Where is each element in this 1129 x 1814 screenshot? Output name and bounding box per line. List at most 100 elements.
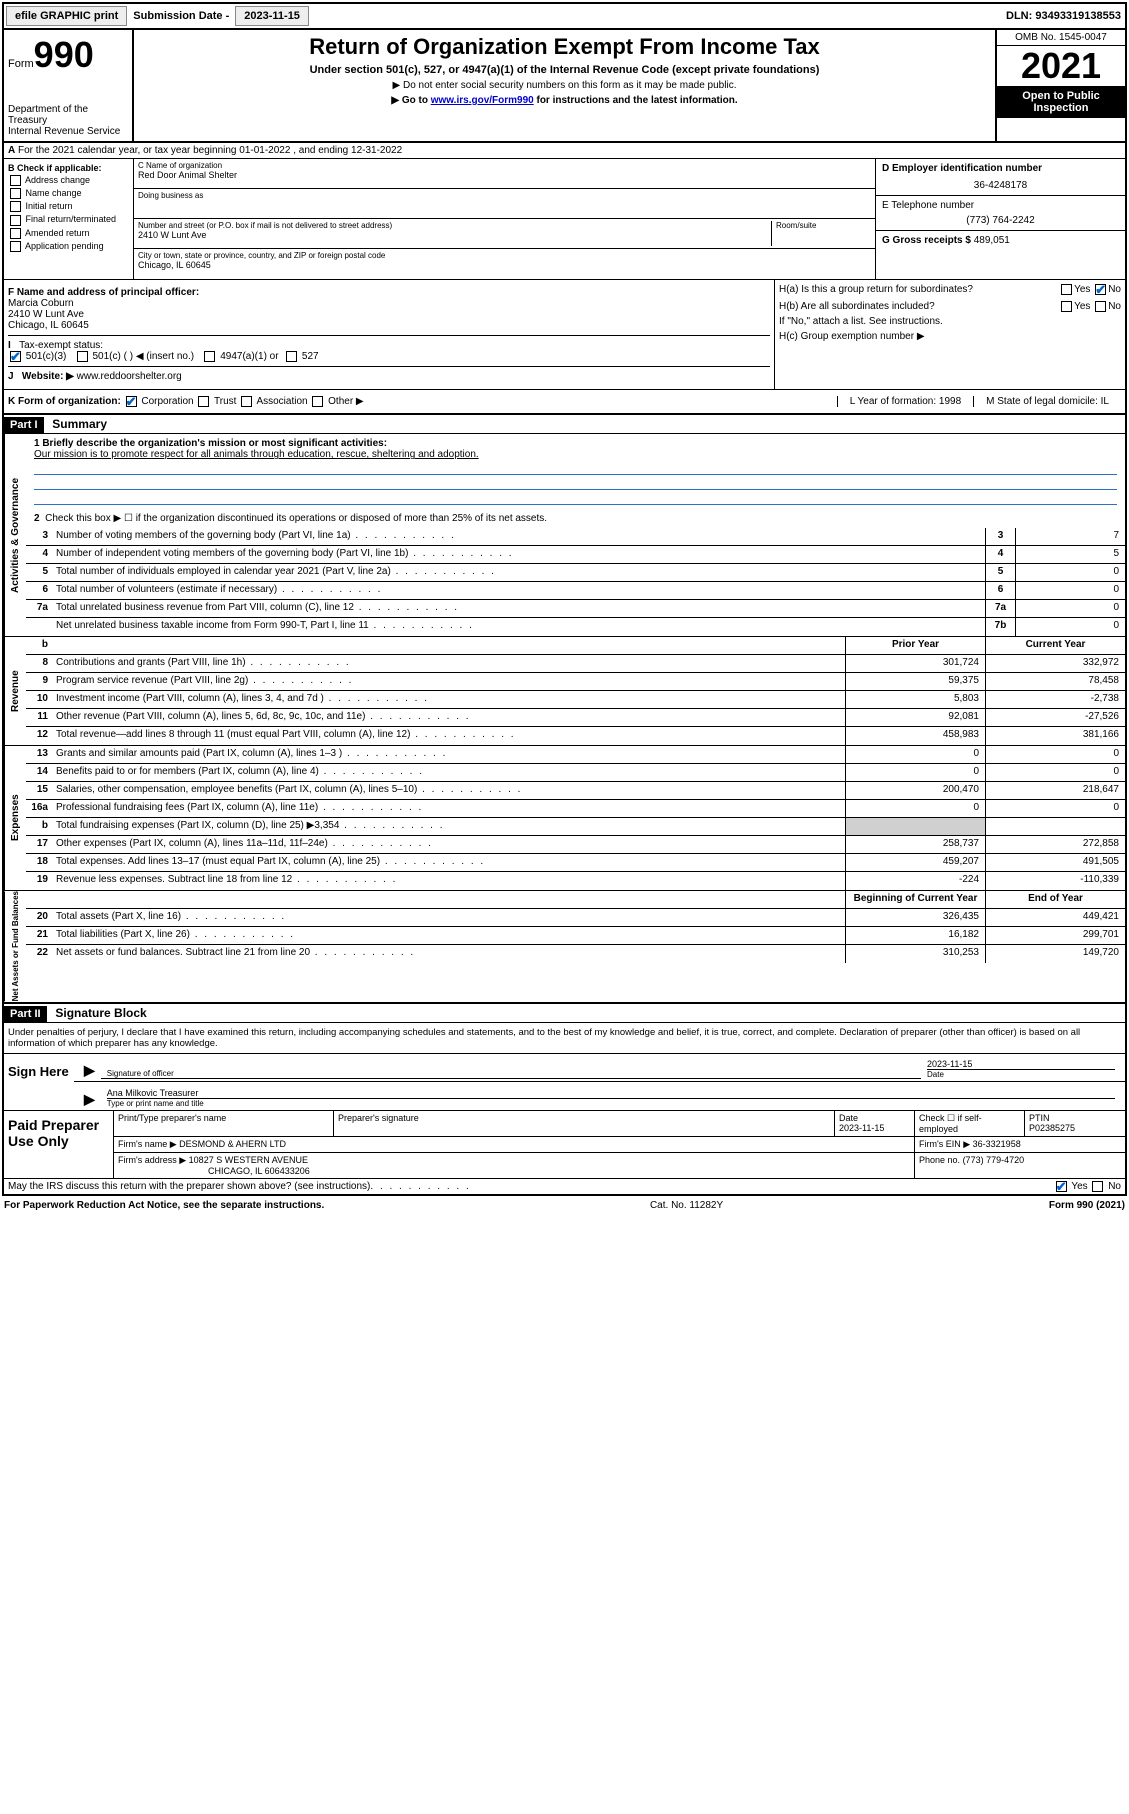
q2-text: Check this box ▶ ☐ if the organization d…: [45, 513, 547, 524]
hb-yes: Yes: [1074, 301, 1090, 312]
501c-label: 501(c) ( ) ◀ (insert no.): [92, 351, 194, 362]
tel-label: E Telephone number: [882, 200, 1119, 211]
prior-year-value: 458,983: [845, 727, 985, 745]
application-pending-label: Application pending: [25, 241, 104, 251]
form-subtitle: Under section 501(c), 527, or 4947(a)(1)…: [144, 64, 985, 76]
line-desc: Benefits paid to or for members (Part IX…: [52, 764, 845, 781]
tax-year-range: For the 2021 calendar year, or tax year …: [18, 145, 402, 156]
ha-yes-checkbox[interactable]: [1061, 284, 1072, 295]
discuss-no-checkbox[interactable]: [1092, 1181, 1103, 1192]
amended-return-checkbox[interactable]: [10, 228, 21, 239]
line-desc: Other expenses (Part IX, column (A), lin…: [52, 836, 845, 853]
line-value: 0: [1015, 564, 1125, 581]
form-word: Form: [8, 58, 34, 70]
tax-status-label: Tax-exempt status:: [19, 340, 103, 351]
discuss-yes: Yes: [1071, 1181, 1087, 1192]
final-return-checkbox[interactable]: [10, 215, 21, 226]
org-name: Red Door Animal Shelter: [138, 170, 871, 180]
paid-preparer-row: Paid Preparer Use Only Print/Type prepar…: [4, 1110, 1125, 1178]
line-desc: Total assets (Part X, line 16): [52, 909, 845, 926]
line-desc: Total revenue—add lines 8 through 11 (mu…: [52, 727, 845, 745]
trust-checkbox[interactable]: [198, 396, 209, 407]
4947-checkbox[interactable]: [204, 351, 215, 362]
efile-print-button[interactable]: efile GRAPHIC print: [6, 6, 127, 26]
discuss-yes-checkbox[interactable]: [1056, 1181, 1067, 1192]
prior-year-value: 310,253: [845, 945, 985, 963]
city-value: Chicago, IL 60645: [138, 260, 871, 270]
q1-label: 1 Briefly describe the organization's mi…: [34, 438, 387, 449]
assoc-checkbox[interactable]: [241, 396, 252, 407]
name-change-checkbox[interactable]: [10, 188, 21, 199]
summary-line: 10 Investment income (Part VIII, column …: [26, 691, 1125, 709]
line-desc: Total fundraising expenses (Part IX, col…: [52, 818, 845, 835]
summary-line: 9 Program service revenue (Part VIII, li…: [26, 673, 1125, 691]
submission-date-button[interactable]: 2023-11-15: [235, 6, 309, 26]
irs-form990-link[interactable]: www.irs.gov/Form990: [431, 95, 534, 106]
prior-year-value: 0: [845, 746, 985, 763]
sig-date: 2023-11-15: [927, 1059, 1115, 1069]
527-checkbox[interactable]: [286, 351, 297, 362]
line-boxnum: 5: [985, 564, 1015, 581]
dept-treasury: Department of the Treasury: [8, 104, 128, 126]
summary-line: 14 Benefits paid to or for members (Part…: [26, 764, 1125, 782]
discuss-no: No: [1108, 1181, 1121, 1192]
ha-no-checkbox[interactable]: [1095, 284, 1106, 295]
501c3-checkbox[interactable]: [10, 351, 21, 362]
firm-ein: 36-3321958: [973, 1139, 1021, 1149]
line-num: b: [26, 818, 52, 835]
line-num: 10: [26, 691, 52, 708]
501c3-label: 501(c)(3): [26, 351, 67, 362]
527-label: 527: [302, 351, 319, 362]
line-desc: Investment income (Part VIII, column (A)…: [52, 691, 845, 708]
vtab-governance: Activities & Governance: [4, 434, 26, 636]
hc-label: H(c) Group exemption number ▶: [779, 331, 1121, 342]
summary-line: 8 Contributions and grants (Part VIII, l…: [26, 655, 1125, 673]
summary-line: Net unrelated business taxable income fr…: [26, 618, 1125, 636]
irs-label: Internal Revenue Service: [8, 126, 128, 137]
form-990-number: 990: [34, 34, 94, 75]
discuss-row: May the IRS discuss this return with the…: [4, 1178, 1125, 1194]
address-change-checkbox[interactable]: [10, 175, 21, 186]
initial-return-checkbox[interactable]: [10, 201, 21, 212]
line-num: 21: [26, 927, 52, 944]
paid-preparer-label: Paid Preparer Use Only: [4, 1111, 114, 1178]
ha-no: No: [1108, 284, 1121, 295]
corp-checkbox[interactable]: [126, 396, 137, 407]
prior-year-value: 258,737: [845, 836, 985, 853]
end-year-header: End of Year: [985, 891, 1125, 908]
hb-no-checkbox[interactable]: [1095, 301, 1106, 312]
na-header: Beginning of Current Year End of Year: [26, 891, 1125, 909]
dots: [370, 1181, 470, 1192]
current-year-value: 0: [985, 800, 1125, 817]
line-value: 5: [1015, 546, 1125, 563]
ptin-value: P02385275: [1029, 1123, 1121, 1133]
tel-value: (773) 764-2242: [882, 215, 1119, 226]
governance-section: Activities & Governance 1 Briefly descri…: [4, 434, 1125, 636]
other-checkbox[interactable]: [312, 396, 323, 407]
line-num: 22: [26, 945, 52, 963]
part1-title: Summary: [46, 415, 113, 433]
line-desc: Contributions and grants (Part VIII, lin…: [52, 655, 845, 672]
summary-line: 20 Total assets (Part X, line 16) 326,43…: [26, 909, 1125, 927]
corp-label: Corporation: [141, 396, 193, 407]
current-year-value: 299,701: [985, 927, 1125, 944]
row-f-h: F Name and address of principal officer:…: [4, 280, 1125, 390]
prior-year-value: 0: [845, 800, 985, 817]
prior-year-header: Prior Year: [845, 637, 985, 654]
room-label: Room/suite: [776, 221, 871, 230]
line-num: 19: [26, 872, 52, 890]
sign-here-row: Sign Here ▶ Signature of officer 2023-11…: [4, 1053, 1125, 1110]
current-year-value: 218,647: [985, 782, 1125, 799]
line-desc: Grants and similar amounts paid (Part IX…: [52, 746, 845, 763]
501c-checkbox[interactable]: [77, 351, 88, 362]
ptin-label: PTIN: [1029, 1113, 1121, 1123]
firm-name: DESMOND & AHERN LTD: [179, 1139, 286, 1149]
mission-text: Our mission is to promote respect for al…: [34, 449, 1117, 460]
application-pending-checkbox[interactable]: [10, 241, 21, 252]
line-num: 13: [26, 746, 52, 763]
firm-phone-label: Phone no.: [919, 1155, 960, 1165]
line-num: 4: [26, 546, 52, 563]
hb-yes-checkbox[interactable]: [1061, 301, 1072, 312]
city-label: City or town, state or province, country…: [138, 251, 871, 260]
expenses-section: Expenses 13 Grants and similar amounts p…: [4, 745, 1125, 890]
